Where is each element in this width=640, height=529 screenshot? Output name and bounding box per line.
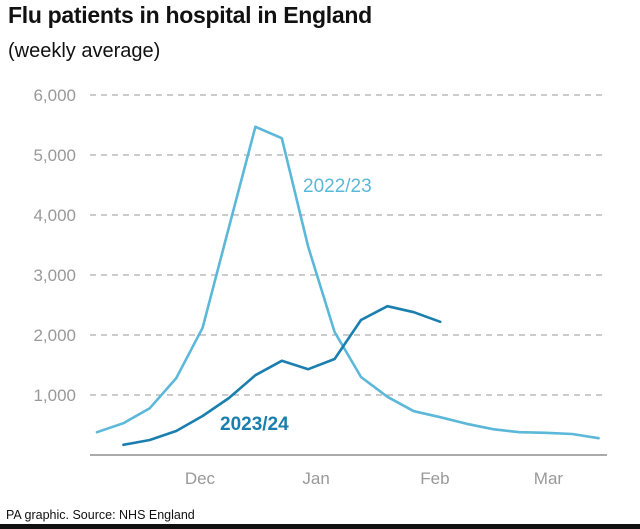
chart-subtitle: (weekly average) <box>8 40 161 62</box>
y-tick-label: 2,000 <box>33 326 76 345</box>
series-label-2022-23: 2022/23 <box>303 176 372 197</box>
x-tick-label: Mar <box>534 469 564 488</box>
y-tick-label: 6,000 <box>33 86 76 105</box>
y-tick-label: 4,000 <box>33 206 76 225</box>
y-tick-label: 3,000 <box>33 266 76 285</box>
x-tick-label: Dec <box>185 469 216 488</box>
y-tick-label: 1,000 <box>33 386 76 405</box>
source-footer: PA graphic. Source: NHS England <box>6 508 195 522</box>
series-label-2023-24: 2023/24 <box>220 414 289 435</box>
y-tick-label: 5,000 <box>33 146 76 165</box>
bottom-bar <box>0 524 640 529</box>
x-tick-label: Feb <box>420 469 449 488</box>
x-tick-label: Jan <box>302 469 329 488</box>
chart-title: Flu patients in hospital in England <box>8 2 372 28</box>
series-line-2022-23 <box>95 125 600 440</box>
